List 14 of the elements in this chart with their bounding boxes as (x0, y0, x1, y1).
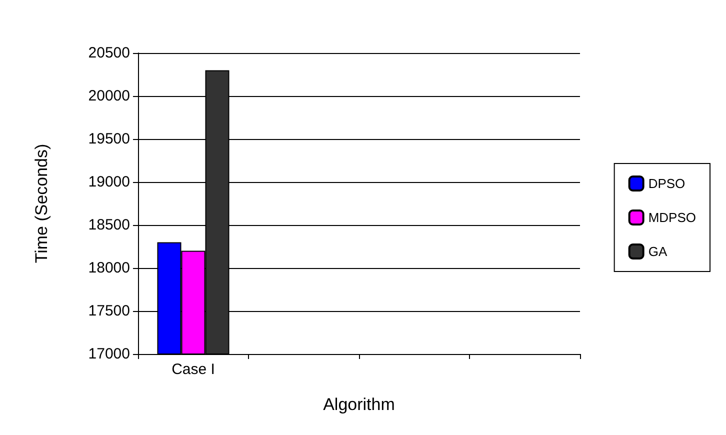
y-tick-label: 20000 (88, 88, 130, 104)
y-tick-label: 18000 (88, 260, 130, 276)
x-tick-label: Case I (172, 361, 215, 378)
x-axis-title: Algorithm (323, 395, 395, 414)
y-tick-label: 17000 (88, 346, 130, 362)
legend-label: MDPSO (648, 210, 696, 225)
y-tick-label: 17500 (88, 302, 130, 320)
y-tick-label: 19000 (88, 174, 130, 190)
legend-label: GA (648, 244, 668, 259)
y-tick-label: 20500 (88, 44, 130, 62)
legend-label: DPSO (648, 176, 686, 191)
y-tick-label: 19500 (88, 130, 130, 148)
y-axis-title: Time (Seconds) (32, 144, 51, 264)
y-tick-label: 18500 (88, 216, 130, 234)
